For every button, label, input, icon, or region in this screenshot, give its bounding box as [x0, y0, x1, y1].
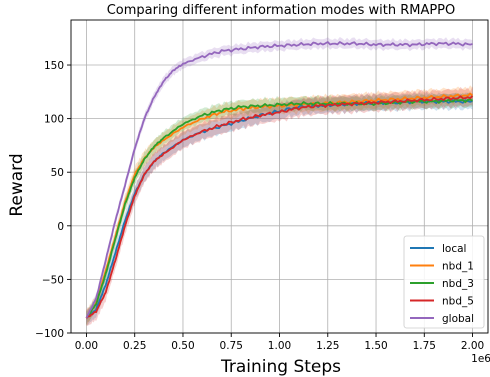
series-line-nbd_5 [85, 95, 474, 319]
legend-label-nbd_1: nbd_1 [442, 261, 474, 273]
y-axis-label: Reward [7, 153, 27, 216]
x-tick-label: 0.25 [123, 340, 146, 352]
legend-label-nbd_5: nbd_5 [442, 296, 474, 308]
tick-layer: 0.00 0.25 0.50 0.75 1.00 1.25 1.50 1.75 2.00 −100… [35, 60, 484, 352]
legend-box [403, 235, 485, 329]
x-tick-label: 0.75 [220, 340, 243, 352]
y-tick-label: −50 [42, 274, 64, 286]
chart-title: Comparing different information modes wi… [107, 3, 456, 18]
x-tick-label: 1.00 [268, 340, 291, 352]
legend-label-global: global [442, 313, 474, 325]
band-layer [86, 37, 473, 326]
y-tick-label: 0 [57, 221, 64, 233]
x-tick-label: 0.50 [171, 340, 194, 352]
x-tick-label: 1.25 [316, 340, 339, 352]
y-tick-label: 50 [51, 167, 64, 179]
y-tick-label: 150 [44, 60, 64, 72]
x-axis-offset-label: 1e6 [471, 353, 490, 365]
grid-layer [71, 20, 488, 334]
x-tick-label: 1.75 [413, 340, 436, 352]
x-tick-label: 1.50 [364, 340, 387, 352]
x-axis-label: Training Steps [220, 357, 341, 377]
legend-label-local: local [442, 243, 466, 255]
legend-label-nbd_3: nbd_3 [442, 278, 474, 290]
y-tick-label: −100 [35, 328, 64, 340]
series-line-global [85, 41, 473, 319]
y-tick-label: 100 [44, 114, 64, 126]
x-tick-label: 0.00 [75, 340, 98, 352]
x-tick-label: 2.00 [461, 340, 484, 352]
series-line-nbd_3 [85, 98, 473, 319]
band-nbd_5 [86, 86, 473, 326]
line-layer [85, 41, 474, 319]
